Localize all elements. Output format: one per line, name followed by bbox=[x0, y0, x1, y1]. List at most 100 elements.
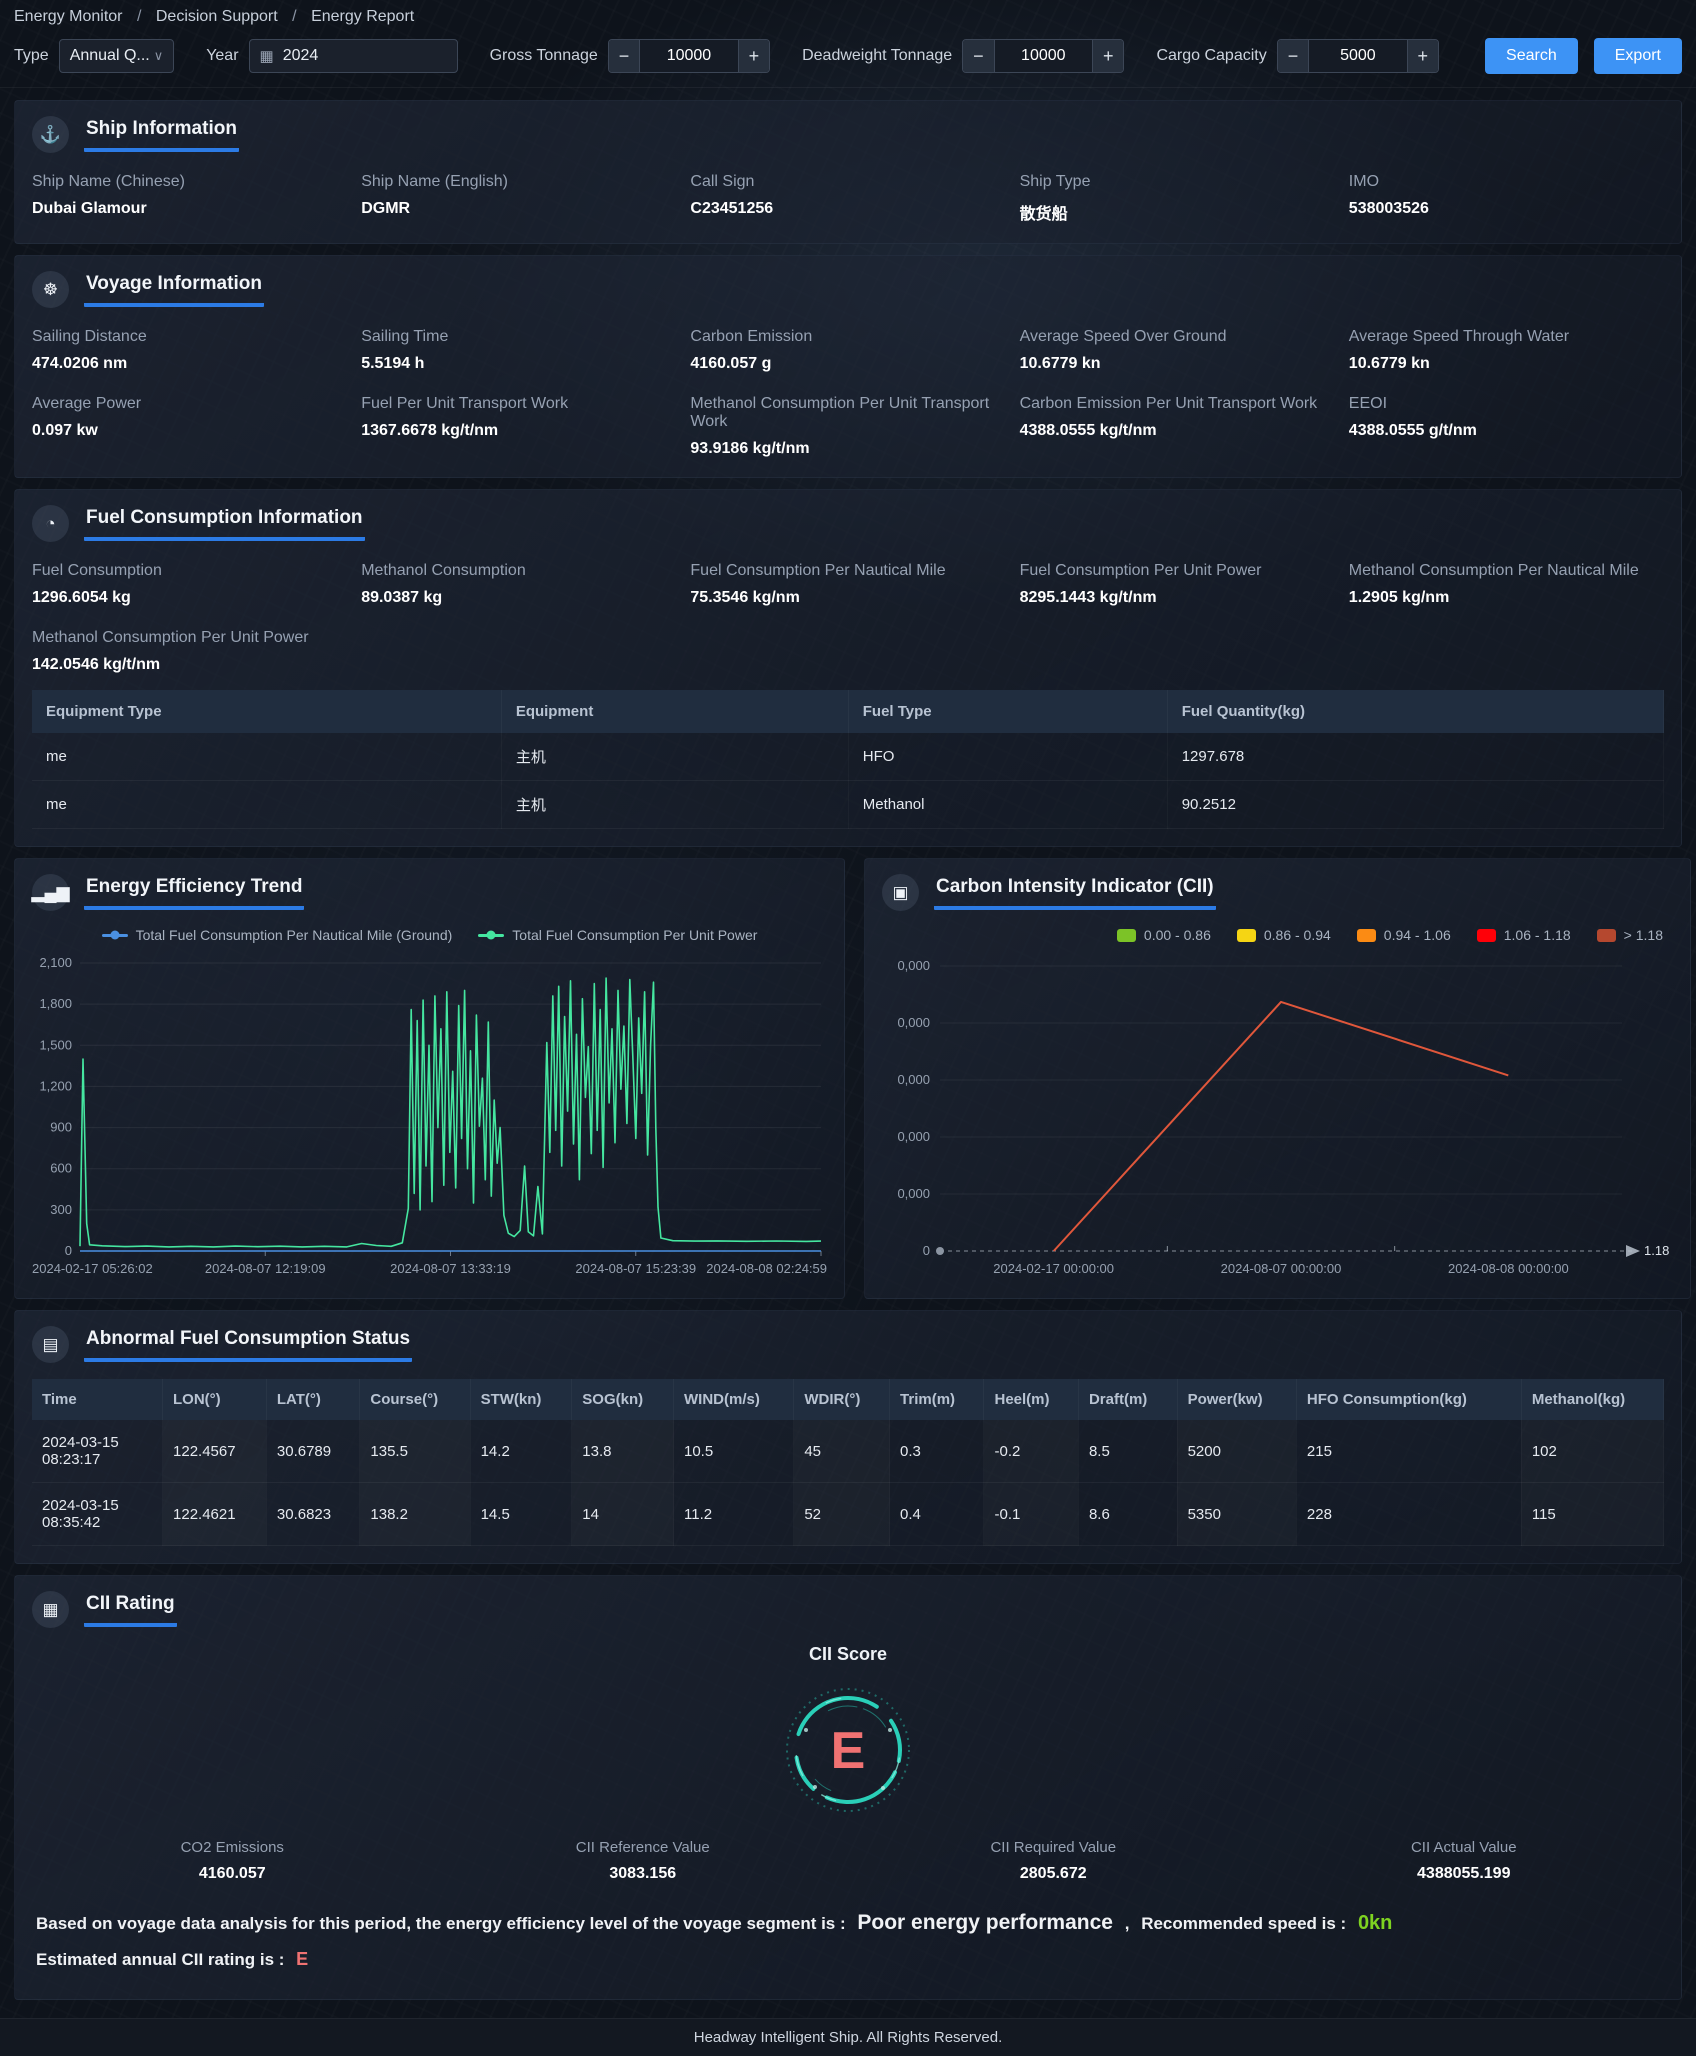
plus-icon[interactable]: + bbox=[1406, 40, 1439, 72]
field-label: Carbon Emission Per Unit Transport Work bbox=[1019, 395, 1318, 412]
field: Call Sign C23451256 bbox=[690, 173, 1005, 224]
column-header: LAT(°) bbox=[266, 1379, 361, 1420]
column-header: Heel(m) bbox=[983, 1379, 1079, 1420]
search-button[interactable]: Search bbox=[1485, 38, 1578, 74]
legend-label: > 1.18 bbox=[1623, 927, 1663, 943]
legend-item[interactable]: 1.06 - 1.18 bbox=[1476, 927, 1571, 943]
minus-icon[interactable]: − bbox=[963, 40, 995, 72]
field: CO2 Emissions 4160.057 bbox=[32, 1839, 433, 1883]
column-header: Methanol(kg) bbox=[1521, 1379, 1665, 1420]
cii-score-label: CII Score bbox=[808, 1644, 888, 1664]
field-label: Call Sign bbox=[690, 173, 755, 190]
cell: 30.6823 bbox=[266, 1482, 360, 1546]
field-label: CO2 Emissions bbox=[180, 1839, 284, 1856]
cell: 215 bbox=[1296, 1420, 1522, 1483]
column-header: WDIR(°) bbox=[793, 1379, 891, 1420]
abnormal-fuel-table: Time LON(°) LAT(°) Course(°) STW(kn) SOG(kn) W… bbox=[32, 1379, 1665, 1546]
svg-text:0,000: 0,000 bbox=[897, 1186, 930, 1201]
field: Ship Name (English) DGMR bbox=[361, 173, 676, 224]
legend-item[interactable]: > 1.18 bbox=[1596, 927, 1663, 943]
column-header: STW(kn) bbox=[470, 1379, 573, 1420]
table-row: 2024-03-15 08:23:17 122.4567 30.6789 135.5 1… bbox=[32, 1420, 1664, 1483]
field-label: CII Actual Value bbox=[1410, 1839, 1517, 1856]
ship-information-title: Ship Information bbox=[84, 118, 239, 152]
ship-icon: ⚓ bbox=[32, 116, 69, 153]
cargo-capacity-value[interactable]: 5000 bbox=[1309, 40, 1407, 72]
gross-tonnage-stepper[interactable]: − 10000 + bbox=[607, 39, 771, 73]
year-input[interactable]: ▦ 2024 bbox=[248, 39, 458, 73]
year-value: 2024 bbox=[282, 47, 319, 64]
footer: Headway Intelligent Ship. All Rights Res… bbox=[0, 2018, 1696, 2056]
breadcrumb-energy-report[interactable]: Energy Report bbox=[311, 8, 415, 25]
cell: 5200 bbox=[1177, 1420, 1297, 1483]
breadcrumb: Energy Monitor / Decision Support / Ener… bbox=[0, 0, 1696, 30]
table-row: me 主机 Methanol 90.2512 bbox=[32, 780, 1664, 829]
section-header: ▣ Carbon Intensity Indicator (CII) bbox=[882, 874, 1673, 911]
fuel-consumption-panel: ◔ Fuel Consumption Information Fuel Cons… bbox=[14, 489, 1682, 847]
cell: 14.2 bbox=[470, 1420, 572, 1483]
minus-icon[interactable]: − bbox=[608, 40, 641, 72]
legend-swatch bbox=[1596, 928, 1616, 942]
cell: 0.3 bbox=[889, 1420, 984, 1483]
cell: 14.5 bbox=[470, 1482, 572, 1546]
section-header: ▤ Abnormal Fuel Consumption Status bbox=[32, 1326, 1664, 1363]
column-header: SOG(kn) bbox=[571, 1379, 674, 1420]
svg-text:1,200: 1,200 bbox=[39, 1078, 72, 1093]
legend-item[interactable]: Total Fuel Consumption Per Nautical Mile… bbox=[101, 927, 453, 943]
section-header: ◔ Fuel Consumption Information bbox=[32, 505, 1664, 542]
legend-label: Total Fuel Consumption Per Nautical Mile… bbox=[135, 927, 453, 943]
cell: 0.4 bbox=[889, 1482, 984, 1546]
type-select-value: Annual Q... bbox=[69, 47, 150, 64]
abnormal-fuel-status-title: Abnormal Fuel Consumption Status bbox=[84, 1328, 413, 1362]
cell: 2024-03-15 08:35:42 bbox=[32, 1482, 163, 1546]
breadcrumb-separator: / bbox=[292, 8, 297, 25]
year-label: Year bbox=[206, 47, 239, 64]
breadcrumb-decision-support[interactable]: Decision Support bbox=[155, 8, 278, 25]
gross-tonnage-value[interactable]: 10000 bbox=[640, 40, 738, 72]
legend-item[interactable]: 0.00 - 0.86 bbox=[1116, 927, 1211, 943]
field: Average Speed Over Ground 10.6779 kn bbox=[1020, 328, 1335, 373]
legend-swatch bbox=[1116, 928, 1136, 942]
svg-text:1,500: 1,500 bbox=[39, 1037, 72, 1052]
cell: me bbox=[32, 780, 502, 829]
plus-icon[interactable]: + bbox=[1091, 40, 1124, 72]
deadweight-tonnage-stepper[interactable]: − 10000 + bbox=[962, 39, 1125, 73]
svg-text:2024-08-08 02:24:59: 2024-08-08 02:24:59 bbox=[706, 1261, 827, 1276]
legend-label: Total Fuel Consumption Per Unit Power bbox=[512, 927, 758, 943]
field-value: 1296.6054 kg bbox=[32, 589, 131, 606]
cargo-capacity-stepper[interactable]: − 5000 + bbox=[1276, 39, 1440, 73]
export-button[interactable]: Export bbox=[1593, 38, 1682, 74]
deadweight-tonnage-value[interactable]: 10000 bbox=[994, 40, 1092, 72]
field: CII Actual Value 4388055.199 bbox=[1264, 1839, 1665, 1883]
field-value: 538003526 bbox=[1348, 200, 1429, 217]
cell: 8.5 bbox=[1078, 1420, 1178, 1483]
type-select[interactable]: Annual Q... ∨ bbox=[58, 39, 175, 73]
breadcrumb-energy-monitor[interactable]: Energy Monitor bbox=[14, 8, 123, 25]
gross-tonnage-label: Gross Tonnage bbox=[489, 47, 598, 64]
fuel-info-fields: Fuel Consumption 1296.6054 kg Methanol Con… bbox=[32, 558, 1664, 676]
field: Carbon Emission Per Unit Transport Work 4… bbox=[1020, 395, 1335, 458]
legend-item[interactable]: Total Fuel Consumption Per Unit Power bbox=[478, 927, 757, 943]
legend-label: 0.94 - 1.06 bbox=[1383, 927, 1451, 943]
svg-text:0: 0 bbox=[65, 1243, 72, 1258]
cell: 14 bbox=[571, 1482, 674, 1546]
legend-item[interactable]: 0.86 - 0.94 bbox=[1236, 927, 1331, 943]
energy-chart-legend: Total Fuel Consumption Per Nautical Mile… bbox=[32, 927, 827, 943]
field-label: Ship Name (Chinese) bbox=[32, 173, 185, 190]
legend-item[interactable]: 0.94 - 1.06 bbox=[1356, 927, 1451, 943]
field-label: CII Reference Value bbox=[575, 1839, 710, 1856]
field-value: 4160.057 bbox=[198, 1865, 266, 1882]
svg-text:1,800: 1,800 bbox=[39, 996, 72, 1011]
svg-text:2,100: 2,100 bbox=[39, 955, 72, 970]
field-label: Sailing Time bbox=[361, 328, 449, 345]
plus-icon[interactable]: + bbox=[737, 40, 770, 72]
fuel-gauge-icon: ◔ bbox=[32, 505, 69, 542]
field-value: 5.5194 h bbox=[361, 355, 425, 372]
field: Average Speed Through Water 10.6779 kn bbox=[1349, 328, 1664, 373]
field: IMO 538003526 bbox=[1349, 173, 1664, 224]
minus-icon[interactable]: − bbox=[1277, 40, 1310, 72]
cell: 1297.678 bbox=[1167, 733, 1664, 781]
cell: 2024-03-15 08:23:17 bbox=[32, 1420, 163, 1483]
field: CII Required Value 2805.672 bbox=[853, 1839, 1254, 1883]
cii-chart: 0 0,000 0,000 0,000 0,000 0,000 1.18 2024-02-17… bbox=[897, 958, 1669, 1276]
